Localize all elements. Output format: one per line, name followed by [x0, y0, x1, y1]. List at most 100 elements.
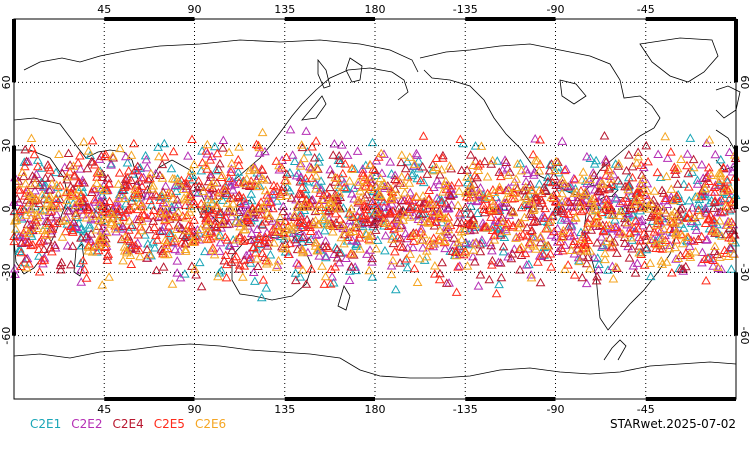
- marker-c2e5: [295, 189, 306, 198]
- marker-c2e1: [84, 219, 95, 229]
- marker-c2e6: [440, 176, 451, 185]
- lon-tick-label-top: 180: [365, 3, 386, 16]
- marker-c2e5: [388, 206, 398, 215]
- marker-c2e6: [427, 198, 438, 208]
- marker-c2e5: [67, 225, 78, 235]
- lat-tick-label-right: 60: [738, 75, 750, 89]
- marker-c2e6: [274, 160, 284, 170]
- marker-c2e6: [295, 161, 306, 170]
- marker-c2e6: [58, 216, 68, 225]
- marker-c2e2: [155, 203, 166, 213]
- marker-c2e4: [49, 240, 60, 249]
- marker-c2e4: [516, 250, 527, 259]
- marker-c2e5: [709, 182, 720, 191]
- marker-c2e2: [342, 150, 353, 159]
- marker-c2e4: [40, 173, 51, 182]
- marker-c2e1: [687, 167, 698, 176]
- marker-c2e4: [677, 203, 687, 212]
- marker-c2e1: [233, 167, 244, 176]
- marker-c2e5: [461, 218, 471, 228]
- marker-c2e4: [599, 131, 610, 140]
- marker-c2e1: [194, 257, 205, 267]
- marker-c2e4: [469, 256, 480, 266]
- marker-c2e5: [281, 152, 292, 161]
- marker-c2e2: [167, 237, 178, 247]
- marker-c2e2: [274, 164, 285, 174]
- marker-c2e6: [297, 247, 308, 257]
- marker-c2e6: [358, 182, 369, 191]
- marker-c2e6: [623, 217, 634, 227]
- marker-c2e1: [171, 186, 182, 195]
- marker-c2e5: [606, 242, 616, 252]
- marker-c2e6: [694, 210, 705, 220]
- marker-c2e6: [526, 272, 537, 282]
- marker-c2e1: [472, 208, 483, 217]
- marker-c2e6: [392, 189, 403, 199]
- legend-entry-c2e1: C2E1: [30, 417, 62, 431]
- marker-c2e5: [197, 157, 208, 167]
- marker-c2e4: [318, 190, 329, 199]
- marker-c2e6: [418, 229, 429, 239]
- marker-c2e5: [36, 255, 47, 265]
- marker-c2e6: [596, 178, 607, 188]
- marker-c2e6: [286, 224, 296, 234]
- marker-c2e5: [451, 287, 462, 296]
- marker-c2e2: [226, 164, 237, 173]
- legend: C2E1 C2E2 C2E4 C2E5 C2E6: [30, 417, 226, 431]
- marker-c2e6: [600, 248, 610, 258]
- marker-c2e1: [261, 283, 272, 292]
- marker-c2e6: [157, 190, 167, 199]
- marker-c2e6: [659, 224, 670, 234]
- marker-c2e5: [104, 179, 114, 188]
- marker-c2e4: [557, 203, 567, 212]
- marker-c2e1: [494, 279, 504, 289]
- marker-c2e4: [729, 229, 740, 239]
- marker-c2e4: [523, 199, 534, 208]
- marker-c2e2: [132, 165, 143, 175]
- marker-c2e4: [487, 255, 498, 265]
- footer-label: STARwet.2025-07-02: [609, 417, 736, 431]
- marker-c2e5: [33, 244, 44, 254]
- marker-c2e5: [24, 259, 34, 268]
- marker-c2e6: [319, 194, 329, 203]
- marker-c2e6: [101, 238, 111, 247]
- marker-c2e6: [173, 207, 184, 216]
- marker-c2e4: [466, 209, 476, 218]
- marker-c2e5: [524, 237, 535, 247]
- marker-c2e2: [385, 157, 396, 166]
- marker-c2e1: [368, 208, 379, 218]
- marker-c2e6: [601, 236, 612, 246]
- marker-c2e6: [281, 244, 292, 253]
- marker-c2e6: [396, 172, 407, 181]
- marker-c2e5: [393, 232, 403, 242]
- marker-c2e6: [661, 171, 672, 181]
- marker-c2e5: [701, 275, 711, 285]
- marker-c2e2: [14, 230, 25, 240]
- marker-c2e5: [358, 170, 369, 180]
- marker-c2e6: [275, 213, 286, 222]
- marker-c2e4: [708, 203, 719, 212]
- marker-c2e5: [563, 209, 574, 218]
- marker-c2e6: [311, 163, 322, 172]
- marker-c2e6: [606, 210, 617, 219]
- marker-c2e6: [351, 219, 362, 228]
- marker-c2e5: [424, 240, 435, 250]
- marker-c2e2: [205, 172, 216, 181]
- marker-c2e5: [557, 245, 568, 255]
- marker-c2e6: [231, 217, 242, 226]
- marker-c2e5: [122, 172, 133, 182]
- marker-c2e4: [218, 215, 229, 224]
- marker-c2e4: [396, 195, 407, 205]
- marker-c2e4: [551, 180, 562, 189]
- marker-c2e5: [193, 176, 204, 185]
- marker-c2e5: [389, 246, 400, 256]
- marker-c2e2: [111, 226, 122, 236]
- marker-c2e5: [503, 218, 514, 227]
- marker-c2e6: [569, 188, 580, 198]
- marker-c2e2: [347, 235, 358, 244]
- marker-c2e6: [78, 136, 89, 146]
- marker-c2e4: [693, 234, 704, 243]
- marker-c2e4: [613, 175, 623, 185]
- marker-c2e6: [200, 160, 211, 170]
- marker-c2e5: [84, 205, 95, 214]
